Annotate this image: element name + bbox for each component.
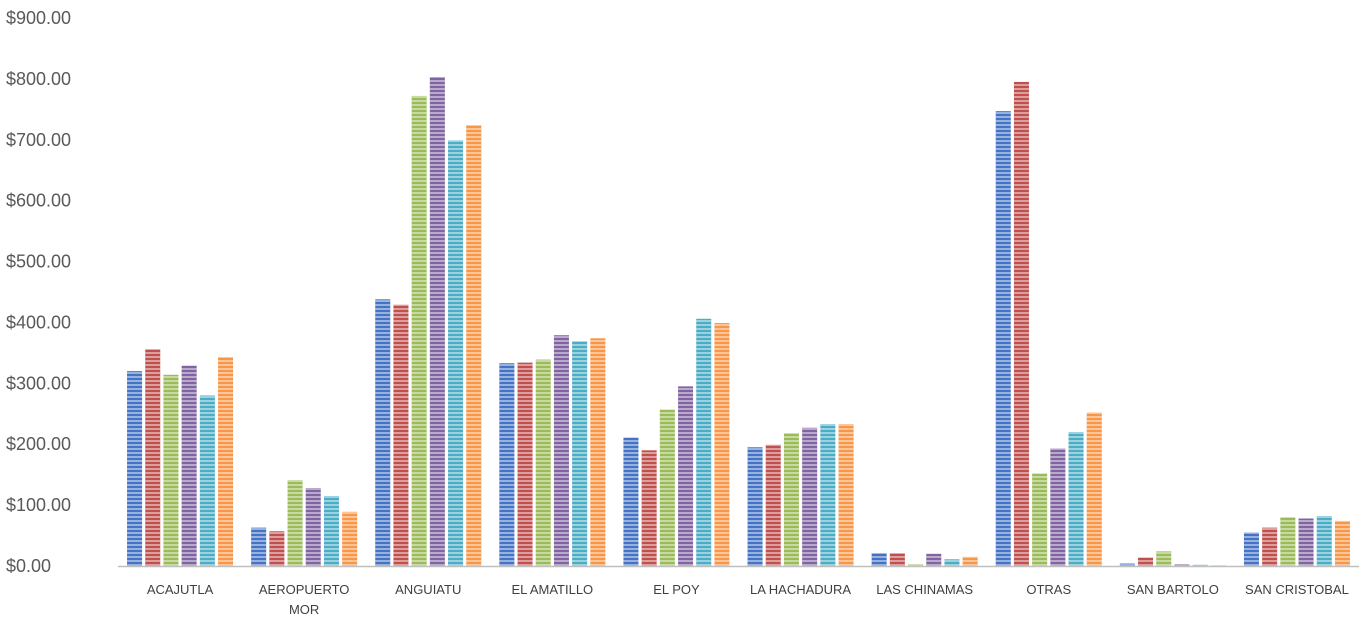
bar [1280,517,1296,566]
bar [181,365,197,566]
bar [1316,516,1332,566]
x-category-label-line: SAN CRISTOBAL [1245,582,1349,597]
bar [802,427,818,566]
bar [145,349,161,566]
y-tick-label: $400.00 [6,312,71,332]
x-category-label-line: LAS CHINAMAS [876,582,973,597]
x-category-label: OTRAS [1026,582,1071,597]
bar [696,318,712,566]
y-tick-label: $100.00 [6,495,71,515]
bar [641,450,657,566]
bar [393,304,409,566]
x-category-label-line: SAN BARTOLO [1127,582,1219,597]
bar [287,480,303,566]
bar [323,495,339,566]
y-axis-tick-labels: $0.00 $100.00 $200.00 $300.00 $400.00 $500.00… [6,8,71,576]
bar [127,371,143,566]
x-category-label-line: EL AMATILLO [512,582,594,597]
bar [765,444,781,566]
x-category-label-line: MOR [289,602,319,617]
bar [926,553,942,566]
bar [199,395,215,566]
bar [429,77,445,566]
bar [1243,532,1259,566]
bar [375,299,391,566]
bar [411,95,427,566]
x-category-label-line: AEROPUERTO [259,582,350,597]
x-category-label: LA HACHADURA [750,582,851,597]
bar [714,323,730,566]
bar [499,363,515,566]
x-category-label-line: ACAJUTLA [147,582,214,597]
bar [466,125,482,567]
y-tick-label: $300.00 [6,373,71,393]
bar [1086,412,1102,566]
x-category-label: LAS CHINAMAS [876,582,973,597]
bar [269,531,285,566]
y-tick-label: $700.00 [6,130,71,150]
bar [1032,473,1048,566]
x-category-label-line: LA HACHADURA [750,582,851,597]
x-category-label: ACAJUTLA [147,582,214,597]
x-axis-category-labels: ACAJUTLA AEROPUERTO MOR ANGUIATU EL AMATILLO… [147,582,1349,617]
x-category-label: SAN CRISTOBAL [1245,582,1349,597]
bar [908,564,924,566]
bar [1138,557,1154,566]
x-category-label: EL AMATILLO [512,582,594,597]
bar [1174,564,1190,566]
x-category-label-line: OTRAS [1026,582,1071,597]
bar [1050,448,1066,566]
y-tick-label: $800.00 [6,69,71,89]
x-category-label: SAN BARTOLO [1127,582,1219,597]
bar [871,553,887,566]
bar [1192,564,1208,566]
bar [1068,432,1084,566]
bar [1298,518,1314,566]
bar [659,409,675,566]
bar [962,556,978,566]
bar [623,437,639,566]
bar-series-group [127,77,1350,567]
bar [218,357,234,566]
x-category-label: AEROPUERTO MOR [259,582,350,617]
bar [1334,520,1350,566]
bar [517,362,533,566]
bar [678,386,694,566]
x-category-label: EL POY [653,582,700,597]
y-tick-label: $900.00 [6,8,71,28]
x-category-label: ANGUIATU [395,582,461,597]
bar [1013,81,1029,566]
bar [820,424,836,566]
bar [251,527,267,566]
bar [1119,563,1135,566]
bar [572,341,588,566]
y-tick-label: $600.00 [6,191,71,211]
bar [448,140,464,567]
bar [1210,565,1226,566]
bar [553,335,569,566]
bar [889,553,905,566]
bar [163,374,179,566]
x-category-label-line: ANGUIATU [395,582,461,597]
bar [590,338,606,566]
bar [838,424,854,566]
y-tick-label: $200.00 [6,434,71,454]
bar [305,488,321,566]
bar [995,111,1011,566]
bar [342,511,358,566]
bar [783,433,799,566]
bar [1262,527,1278,566]
x-category-label-line: EL POY [653,582,700,597]
bar [1156,551,1172,566]
y-tick-label: $0.00 [6,556,51,576]
bar [747,447,763,566]
bar [944,559,960,566]
bar [535,359,551,566]
y-tick-label: $500.00 [6,252,71,272]
